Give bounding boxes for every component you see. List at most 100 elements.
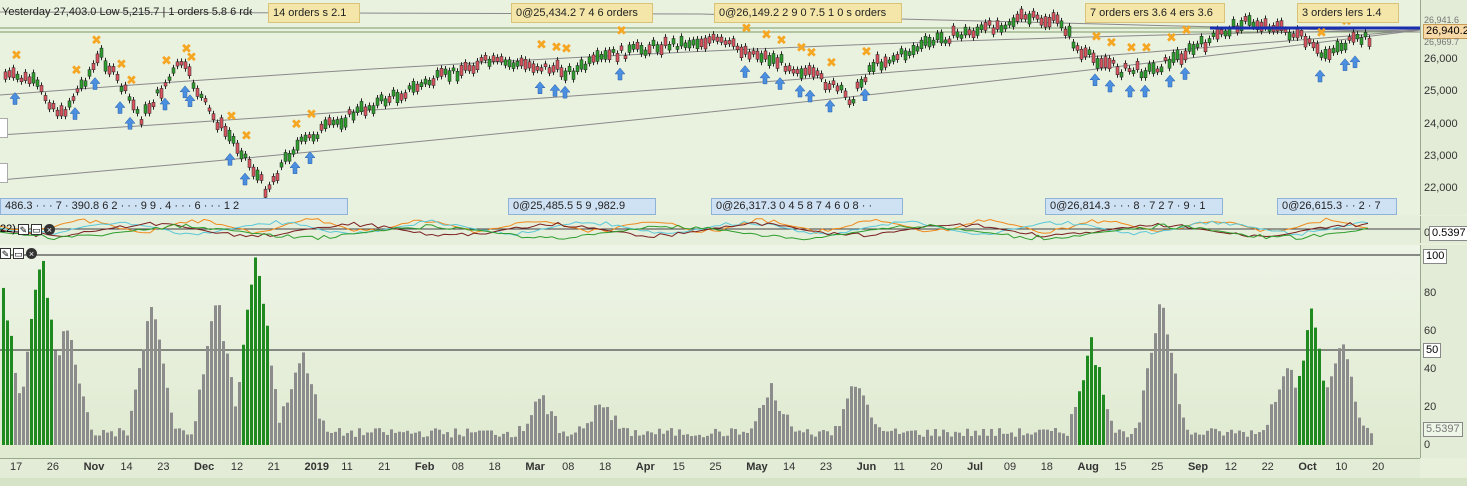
histogram-bar xyxy=(254,257,257,445)
candle xyxy=(615,53,620,62)
histogram-bar xyxy=(982,428,985,445)
histogram-bar xyxy=(678,429,681,445)
order-annotation-5[interactable]: 3 orders lers 1.4 xyxy=(1297,3,1399,23)
candle xyxy=(695,38,700,49)
candle xyxy=(51,103,56,110)
time-axis-label: 18 xyxy=(598,461,612,473)
order-annotation-3[interactable]: 0@26,149.2 2 9 0 7.5 1 0 s orders xyxy=(714,3,902,23)
histogram-bar xyxy=(762,404,765,445)
histogram-tick: 40 xyxy=(1424,363,1437,375)
candle xyxy=(687,40,692,49)
time-axis-label: Dec xyxy=(194,461,215,473)
histogram-bar xyxy=(358,428,361,445)
candle xyxy=(375,97,380,106)
histogram-bar xyxy=(242,344,245,445)
fill-annotation-3[interactable]: 0@26,317.3 0 4 5 8 7 4 6 0 8 · · xyxy=(711,198,903,215)
window-icon[interactable]: ▭ xyxy=(13,247,24,259)
price-tick: 26,000 xyxy=(1424,53,1458,65)
candle xyxy=(703,37,708,50)
oscillator-line xyxy=(0,221,1369,239)
order-annotation-4[interactable]: 7 orders ers 3.6 4 ers 3.6 xyxy=(1085,3,1225,23)
wrench-icon[interactable]: ✎ xyxy=(0,247,11,259)
order-marker-icon: ✖ xyxy=(126,73,137,88)
close-icon[interactable]: × xyxy=(26,247,37,259)
candle xyxy=(1047,17,1052,28)
oscillator-y-axis[interactable]: 0 0.5397 xyxy=(1420,216,1467,243)
time-axis-label: Jun xyxy=(856,461,877,473)
histogram-bar xyxy=(1106,409,1109,445)
order-marker-icon: ✖ xyxy=(91,34,102,49)
histogram-bar xyxy=(1362,425,1365,445)
histogram-bar xyxy=(550,411,553,445)
histogram-bar xyxy=(86,412,89,445)
candle xyxy=(611,49,616,53)
histogram-bar xyxy=(106,432,109,445)
candle xyxy=(147,103,152,114)
price-y-axis[interactable]: 26,941.6 26,940.2 26,969.7 26,000 25,000… xyxy=(1420,0,1467,215)
candle xyxy=(1103,56,1108,68)
candle xyxy=(243,153,248,158)
fill-annotation-2[interactable]: 0@25,485.5 5 9 ,982.9 xyxy=(508,198,656,215)
candle xyxy=(111,66,116,73)
histogram-bar xyxy=(46,297,49,445)
candle xyxy=(843,90,848,98)
histogram-bar xyxy=(386,434,389,445)
order-annotation-2[interactable]: 0@25,434.2 7 4 6 orders xyxy=(511,3,653,23)
left-scroll-tab[interactable] xyxy=(0,163,8,183)
candle xyxy=(151,102,156,107)
candle xyxy=(299,136,304,142)
candle xyxy=(1127,68,1132,72)
fill-annotation-4[interactable]: 0@26,814.3 · · · 8 · 7 2 7 · 9 · 1 xyxy=(1045,198,1223,215)
candle xyxy=(491,55,496,62)
candle xyxy=(95,53,100,64)
window-icon[interactable]: ▭ xyxy=(30,223,42,235)
histogram-bar xyxy=(918,434,921,445)
order-marker-icon: ✖ xyxy=(186,51,197,66)
candle xyxy=(315,134,320,139)
histogram-y-axis[interactable]: 100 80 60 50 40 20 5.5397 0 xyxy=(1420,245,1467,458)
candle xyxy=(463,62,468,71)
order-annotation-1[interactable]: 14 orders s 2.1 xyxy=(268,3,360,23)
time-axis-label: Mar xyxy=(525,461,545,473)
candle xyxy=(915,46,920,52)
candle xyxy=(1151,62,1156,74)
candle xyxy=(71,96,76,101)
histogram-bar xyxy=(938,436,941,445)
buy-arrow-icon xyxy=(559,85,571,99)
candle xyxy=(495,57,500,62)
histogram-bar xyxy=(462,436,465,445)
histogram-bar xyxy=(954,431,957,445)
oscillator-pane[interactable]: 22) ✎ ▭ × xyxy=(0,216,1420,243)
histogram-bar xyxy=(618,428,621,445)
wrench-icon[interactable]: ✎ xyxy=(17,223,29,235)
histogram-bar xyxy=(306,373,309,445)
left-scroll-tab[interactable] xyxy=(0,118,8,138)
histogram-pane[interactable]: ✎ ▭ × xyxy=(0,245,1420,458)
price-chart-pane[interactable]: ✖✖✖✖✖✖✖✖✖✖✖✖✖✖✖✖✖✖✖✖✖✖✖✖✖✖✖✖✖✖✖✖ Yesterd… xyxy=(0,0,1420,215)
histogram-bar xyxy=(1310,308,1313,445)
histogram-bar xyxy=(674,435,677,445)
histogram-bar xyxy=(510,437,513,445)
candle xyxy=(135,109,140,114)
histogram-bar xyxy=(670,428,673,445)
close-icon[interactable]: × xyxy=(43,223,55,235)
fill-annotation-5[interactable]: 0@26,615.3 · · 2 · 7 xyxy=(1277,198,1397,215)
histogram-tick: 0 xyxy=(1424,439,1431,451)
histogram-bar xyxy=(54,350,57,445)
histogram-bar xyxy=(1322,380,1325,445)
order-marker-icon: ✖ xyxy=(551,40,562,55)
histogram-bar xyxy=(726,435,729,445)
histogram-bar xyxy=(206,345,209,445)
histogram-bar xyxy=(294,372,297,445)
time-axis[interactable] xyxy=(0,458,1420,479)
time-axis-label: 08 xyxy=(562,461,575,473)
oscillator-value: 0.5397 xyxy=(1429,226,1467,241)
candle xyxy=(331,119,336,126)
histogram-bar xyxy=(1078,391,1081,445)
histogram-bar xyxy=(1186,429,1189,445)
histogram-bar xyxy=(1174,373,1177,445)
candle xyxy=(459,64,464,76)
candle xyxy=(803,67,808,76)
fill-annotation-1[interactable]: 486.3 · · · 7 · 390.8 6 2 · · · 9 9 . 4 … xyxy=(0,198,348,215)
buy-arrow-icon xyxy=(1314,69,1326,83)
